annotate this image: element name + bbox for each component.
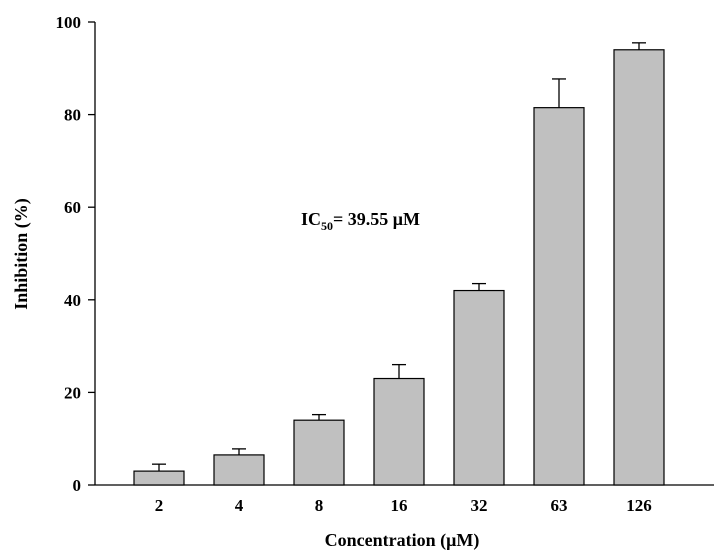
x-tick-label: 16 <box>391 496 408 515</box>
ic50-annotation: IC50= 39.55 μM <box>301 209 420 233</box>
bar <box>293 419 345 486</box>
x-axis-title: Concentration (μM) <box>325 530 480 551</box>
y-tick-label: 40 <box>64 291 81 310</box>
tick-labels: 0 20 40 60 80 100 2 4 8 16 32 63 126 <box>56 13 652 515</box>
y-axis-title: Inhibition (%) <box>11 198 32 310</box>
y-tick-label: 20 <box>64 383 81 402</box>
bar <box>373 377 425 486</box>
x-tick-label: 4 <box>235 496 244 515</box>
ic50-suffix: = 39.55 μM <box>333 209 420 229</box>
x-tick-label: 8 <box>315 496 324 515</box>
x-tick-label: 126 <box>626 496 652 515</box>
bars <box>133 49 665 486</box>
bar <box>213 454 265 486</box>
y-tick-label: 60 <box>64 198 81 217</box>
ic50-prefix: IC <box>301 209 321 229</box>
x-tick-label: 63 <box>551 496 568 515</box>
bar <box>533 107 585 486</box>
bar <box>613 49 665 486</box>
y-tick-label: 100 <box>56 13 82 32</box>
ic50-subscript: 50 <box>321 219 333 233</box>
x-tick-label: 2 <box>155 496 164 515</box>
bar <box>133 470 185 486</box>
error-bars <box>152 42 646 472</box>
bar <box>453 289 505 486</box>
y-tick-label: 80 <box>64 106 81 125</box>
x-tick-label: 32 <box>471 496 488 515</box>
y-tick-label: 0 <box>73 476 82 495</box>
